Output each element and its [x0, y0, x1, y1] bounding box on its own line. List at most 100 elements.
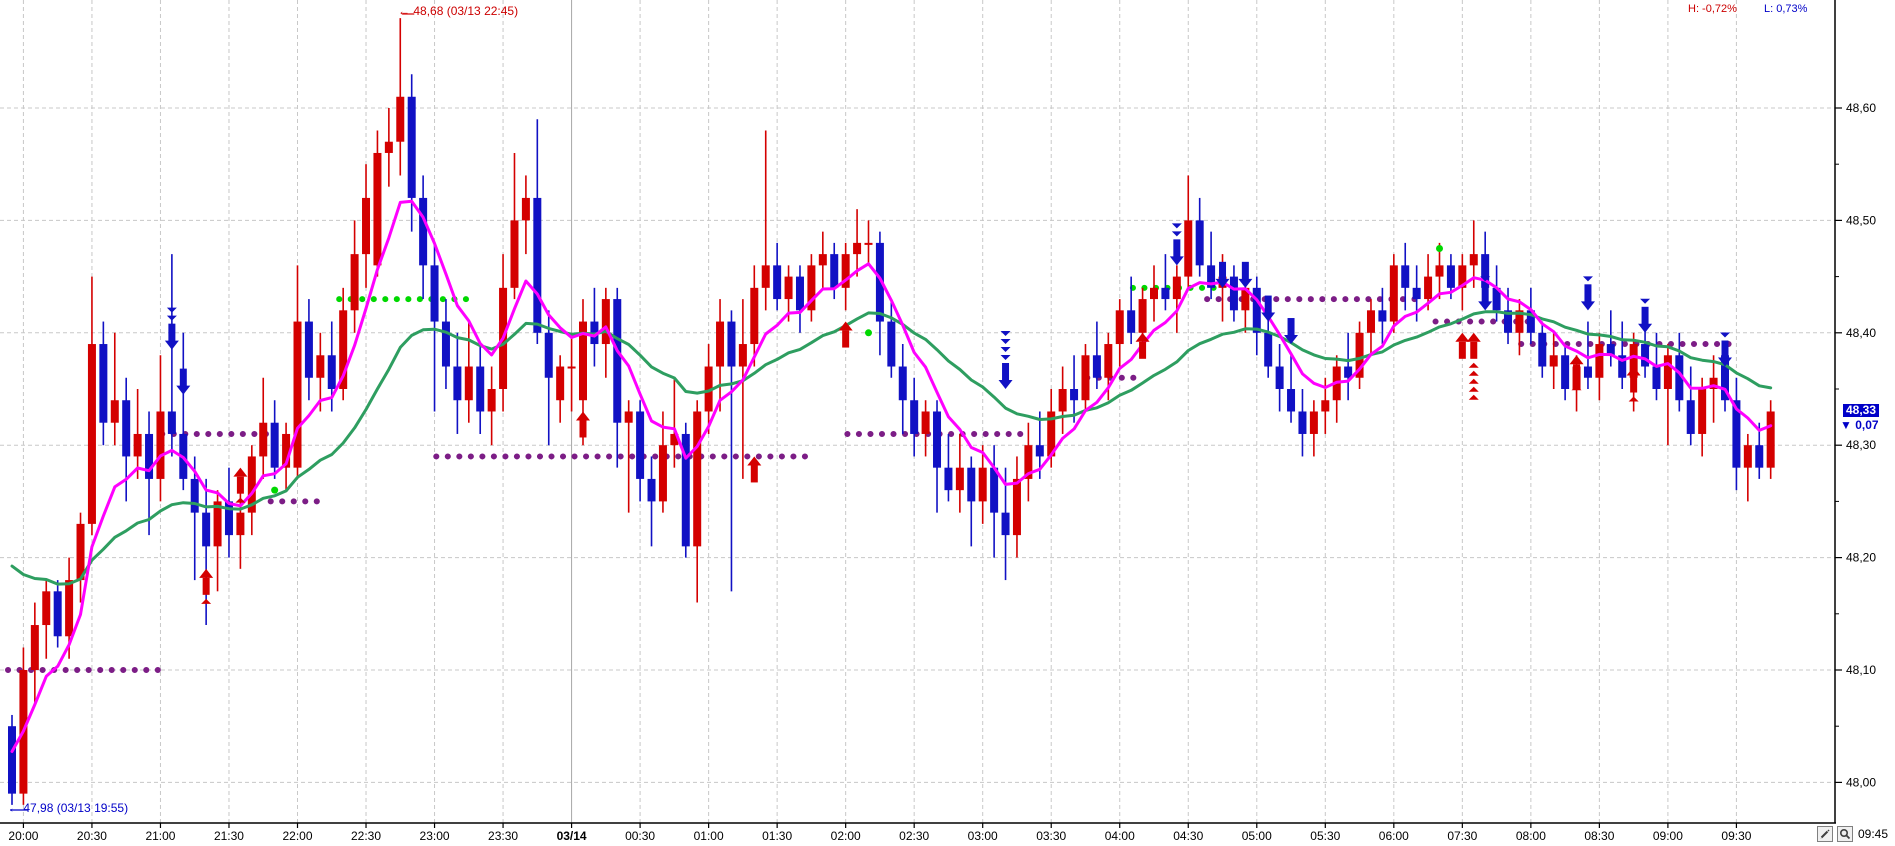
candle-body: [624, 411, 633, 423]
candle-body: [601, 299, 610, 345]
sell-arrow-icon: [1478, 301, 1493, 311]
buy-arrow-icon: [842, 330, 850, 348]
x-axis-label: 04:00: [1105, 829, 1135, 843]
sell-arrow-icon: [1641, 306, 1649, 325]
candle-body: [1366, 310, 1375, 333]
x-axis-label: 08:00: [1516, 829, 1546, 843]
current-time-label: 09:45: [1858, 827, 1889, 841]
candle-body: [1401, 265, 1410, 288]
candle-body: [1104, 344, 1113, 378]
candle-body: [1252, 287, 1261, 333]
buy-arrow-icon: [236, 476, 244, 494]
candle-body: [1424, 276, 1433, 300]
sell-arrow-icon: [1584, 284, 1592, 302]
sell-arrow-icon: [1215, 278, 1230, 288]
candle-body: [1321, 400, 1330, 412]
candle-body: [1481, 254, 1490, 288]
candle-body: [933, 411, 942, 468]
candle-body: [1012, 478, 1021, 536]
candle-body: [8, 726, 16, 794]
sell-chevron-icon: [1582, 276, 1593, 282]
last-price-tag: 48,33: [1843, 404, 1880, 417]
candle-body: [670, 433, 679, 446]
buy-arrow-icon: [750, 465, 758, 483]
draw-tool-button[interactable]: [1817, 826, 1833, 842]
candle-body: [327, 355, 336, 389]
y-axis-label: 48,00: [1846, 775, 1876, 789]
x-axis-label: 22:30: [351, 829, 381, 843]
candle-body: [282, 433, 291, 468]
candle-body: [910, 400, 919, 434]
sell-arrow-icon: [179, 368, 187, 387]
candle-body: [1743, 445, 1752, 468]
candle-body: [1526, 310, 1535, 333]
candle-body: [1115, 310, 1124, 345]
candle-body: [224, 501, 233, 536]
sell-chevron-icon: [1480, 276, 1491, 282]
sell-arrow-icon: [1169, 256, 1184, 266]
y-axis-label: 48,30: [1846, 438, 1876, 452]
candle-body: [738, 344, 747, 367]
x-axis-label: 03/14: [557, 829, 587, 843]
sell-arrow-icon: [1238, 278, 1253, 288]
candle-body: [1150, 287, 1158, 300]
sell-arrow-icon: [1284, 335, 1299, 345]
price-change-label: ▼ 0,07: [1840, 418, 1879, 432]
buy-arrow-icon: [199, 568, 214, 578]
candle-body: [384, 141, 393, 153]
sell-arrow-icon: [176, 385, 191, 395]
x-axis-label: 07:30: [1447, 829, 1477, 843]
sell-arrow-icon: [1638, 323, 1653, 333]
candle-body: [476, 366, 485, 412]
buy-arrow-icon: [1626, 366, 1641, 376]
candle-body: [1709, 377, 1718, 389]
candle-body: [1435, 265, 1444, 277]
y-axis-label: 48,20: [1846, 551, 1876, 565]
high-change-stat: H: -0,72%: [1688, 3, 1737, 15]
session-low-annotation: ← 47,98 (03/13 19:55): [8, 801, 129, 815]
sell-chevron-icon: [166, 307, 177, 313]
candle-body: [1207, 265, 1216, 288]
sell-arrow-icon: [1580, 301, 1595, 311]
sell-chevron-icon: [1171, 223, 1182, 229]
sell-chevron-icon: [1640, 298, 1651, 304]
candle-body: [1652, 366, 1661, 389]
candle-body: [1127, 310, 1136, 333]
candle-body: [1538, 332, 1547, 367]
candle-body: [145, 433, 154, 479]
buy-arrow-icon: [1139, 341, 1147, 359]
candle-body: [567, 366, 576, 369]
buy-chevron-icon: [201, 598, 212, 604]
pencil-icon: [1818, 828, 1832, 840]
candle-body: [407, 96, 416, 198]
sell-chevron-icon: [1000, 355, 1011, 360]
candle-body: [350, 254, 359, 311]
buy-arrow-icon: [1573, 364, 1581, 382]
sell-arrow-icon: [1261, 312, 1276, 322]
x-axis-label: 09:30: [1721, 829, 1751, 843]
sell-chevron-icon: [1000, 331, 1011, 336]
sell-chevron-icon: [1171, 231, 1182, 237]
candle-body: [990, 467, 999, 513]
zoom-tool-button[interactable]: [1837, 826, 1853, 842]
x-axis-label: 01:00: [694, 829, 724, 843]
buy-arrow-icon: [1630, 375, 1638, 393]
sell-chevron-icon: [166, 315, 177, 321]
candle-body: [1675, 355, 1684, 401]
x-axis-label: 02:00: [831, 829, 861, 843]
candle-body: [750, 287, 759, 345]
candle-body: [441, 321, 450, 367]
buy-arrow-icon: [1569, 355, 1584, 365]
candle-body: [875, 242, 884, 322]
candle-body: [1698, 389, 1707, 434]
x-axis-label: 23:30: [488, 829, 518, 843]
sell-arrow-icon: [1264, 295, 1272, 314]
candle-body: [1686, 400, 1695, 434]
candle-body: [510, 220, 519, 288]
sell-arrow-icon: [1287, 318, 1295, 336]
buy-chevron-icon: [1628, 396, 1639, 402]
sell-arrow-icon: [1002, 363, 1010, 381]
x-axis-label: 20:30: [77, 829, 107, 843]
